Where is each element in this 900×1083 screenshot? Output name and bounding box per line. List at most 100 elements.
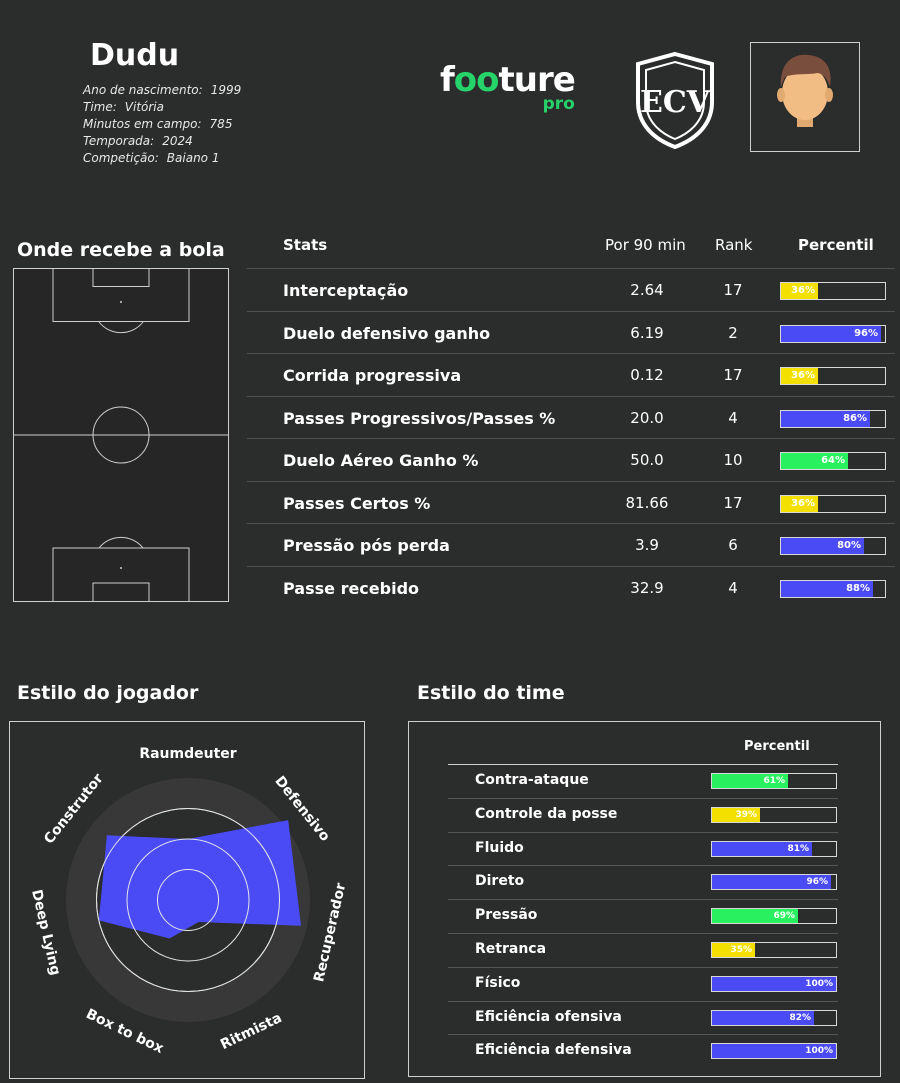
table-row: Interceptação 2.64 17 36% (247, 268, 895, 311)
percentile-bar: 96% (711, 874, 837, 891)
percentile-label: 64% (821, 455, 845, 466)
stat-rank: 4 (728, 578, 738, 597)
stat-per90: 0.12 (630, 366, 664, 384)
percentile-bar-fill (712, 875, 831, 890)
percentile-bar-fill (781, 410, 870, 427)
percentile-bar: 100% (711, 975, 837, 992)
percentile-label: 81% (787, 843, 809, 854)
percentile-bar: 82% (711, 1009, 837, 1026)
percentile-bar: 81% (711, 840, 837, 857)
percentile-bar: 61% (711, 773, 837, 789)
info-row: Minutos em campo: 785 (83, 117, 233, 131)
table-row: Eficiência ofensiva 82% (448, 1000, 838, 1035)
percentile-label: 61% (763, 776, 785, 786)
team-style-title: Estilo do time (417, 682, 565, 704)
receive-title: Onde recebe a bola (17, 239, 225, 261)
percentile-bar: 36% (780, 367, 886, 385)
percentile-bar-fill (781, 495, 818, 512)
radar-axis-label: Raumdeuter (139, 746, 236, 762)
percentile-bar: 100% (711, 1043, 837, 1060)
team-percentil-header: Percentil (744, 739, 810, 754)
top-goal-box (92, 268, 150, 287)
stat-name: Duelo defensivo ganho (283, 323, 491, 343)
table-row: Passes Progressivos/Passes % 20.0 4 86% (247, 395, 895, 439)
percentile-bar-fill (781, 580, 873, 597)
stat-rank: 10 (723, 451, 743, 469)
percentile-bar: 88% (780, 579, 886, 598)
stat-per90: 81.66 (625, 493, 669, 512)
team-style-name: Contra-ataque (475, 772, 589, 788)
table-row: Passes Certos % 81.66 17 36% (247, 480, 895, 524)
stat-rank: 17 (723, 493, 743, 512)
stat-name: Pressão pós perda (283, 536, 450, 555)
radar-axis-label: Ritmista (218, 1010, 285, 1053)
radar-player-area (98, 820, 301, 939)
stat-name: Duelo Aéreo Ganho % (283, 451, 479, 470)
stats-header: Stats Por 90 min Rank Percentil (283, 236, 874, 254)
percentile-bar-fill (712, 909, 798, 924)
team-style-name: Eficiência ofensiva (475, 1008, 622, 1025)
team-style-name: Físico (475, 974, 521, 991)
player-style-title: Estilo do jogador (17, 682, 199, 704)
percentile-label: 96% (854, 327, 878, 339)
percentile-bar-fill (712, 1044, 836, 1059)
table-row: Duelo defensivo ganho 6.19 2 96% (247, 310, 895, 354)
player-photo (750, 42, 860, 152)
stat-name: Corrida progressiva (283, 366, 462, 385)
percentile-bar: 86% (780, 409, 886, 428)
team-style-name: Fluido (475, 839, 524, 856)
stat-rank: 17 (723, 366, 743, 384)
percentile-bar-fill (781, 325, 881, 342)
svg-text:ECV: ECV (640, 85, 711, 120)
percentile-label: 39% (735, 809, 757, 820)
team-style-name: Retranca (475, 941, 547, 957)
percentile-bar: 36% (780, 494, 886, 513)
percentile-label: 86% (843, 412, 867, 424)
footure-pro-logo: footure pro (440, 60, 576, 114)
percentile-bar: 80% (780, 537, 886, 555)
table-row: Fluido 81% (448, 831, 838, 866)
table-row: Físico 100% (448, 966, 838, 1001)
percentile-bar-fill (712, 943, 755, 957)
percentile-bar-fill (712, 1010, 814, 1025)
table-row: Duelo Aéreo Ganho % 50.0 10 64% (247, 438, 895, 481)
percentile-label: 100% (805, 1046, 833, 1057)
stat-per90: 32.9 (630, 578, 664, 597)
percentile-bar-fill (712, 807, 760, 822)
stat-rank: 4 (728, 408, 738, 427)
percentile-label: 100% (805, 978, 833, 989)
table-row: Contra-ataque 61% (448, 764, 838, 798)
team-style-name: Eficiência defensiva (475, 1042, 632, 1059)
percentile-bar: 39% (711, 806, 837, 823)
percentile-bar-fill (712, 976, 836, 991)
radar-grid-ring (157, 869, 219, 931)
stat-name: Passe recebido (283, 578, 420, 598)
stat-name: Passes Certos % (283, 493, 431, 513)
percentile-bar-fill (781, 538, 864, 554)
percentile-label: 35% (730, 945, 752, 955)
percentile-label: 36% (791, 370, 815, 381)
penalty-spot (120, 301, 122, 303)
info-row: Time: Vitória (83, 100, 164, 114)
stat-per90: 3.9 (635, 536, 659, 554)
info-row: Competição: Baiano 1 (83, 151, 220, 165)
percentile-bar: 69% (711, 908, 837, 925)
player-info: Ano de nascimento: 1999 Time: Vitória Minu… (83, 82, 241, 167)
percentile-label: 36% (791, 285, 815, 296)
radar-grid-ring (96, 808, 280, 992)
percentile-label: 69% (773, 911, 795, 922)
info-row: Ano de nascimento: 1999 (83, 83, 242, 97)
stat-name: Passes Progressivos/Passes % (283, 408, 556, 428)
percentile-label: 36% (791, 497, 815, 509)
bottom-arc (98, 536, 144, 549)
table-row: Controle da posse 39% (448, 797, 838, 832)
center-circle (92, 406, 150, 464)
percentile-label: 96% (806, 877, 828, 888)
info-row: Temporada: 2024 (83, 134, 193, 148)
percentile-bar-fill (712, 841, 812, 856)
percentile-bar-fill (712, 774, 788, 788)
radar-axis-label: Recuperador (311, 881, 349, 983)
avatar-icon (763, 54, 847, 151)
stat-per90: 6.19 (630, 323, 664, 342)
team-style-panel (408, 721, 881, 1077)
